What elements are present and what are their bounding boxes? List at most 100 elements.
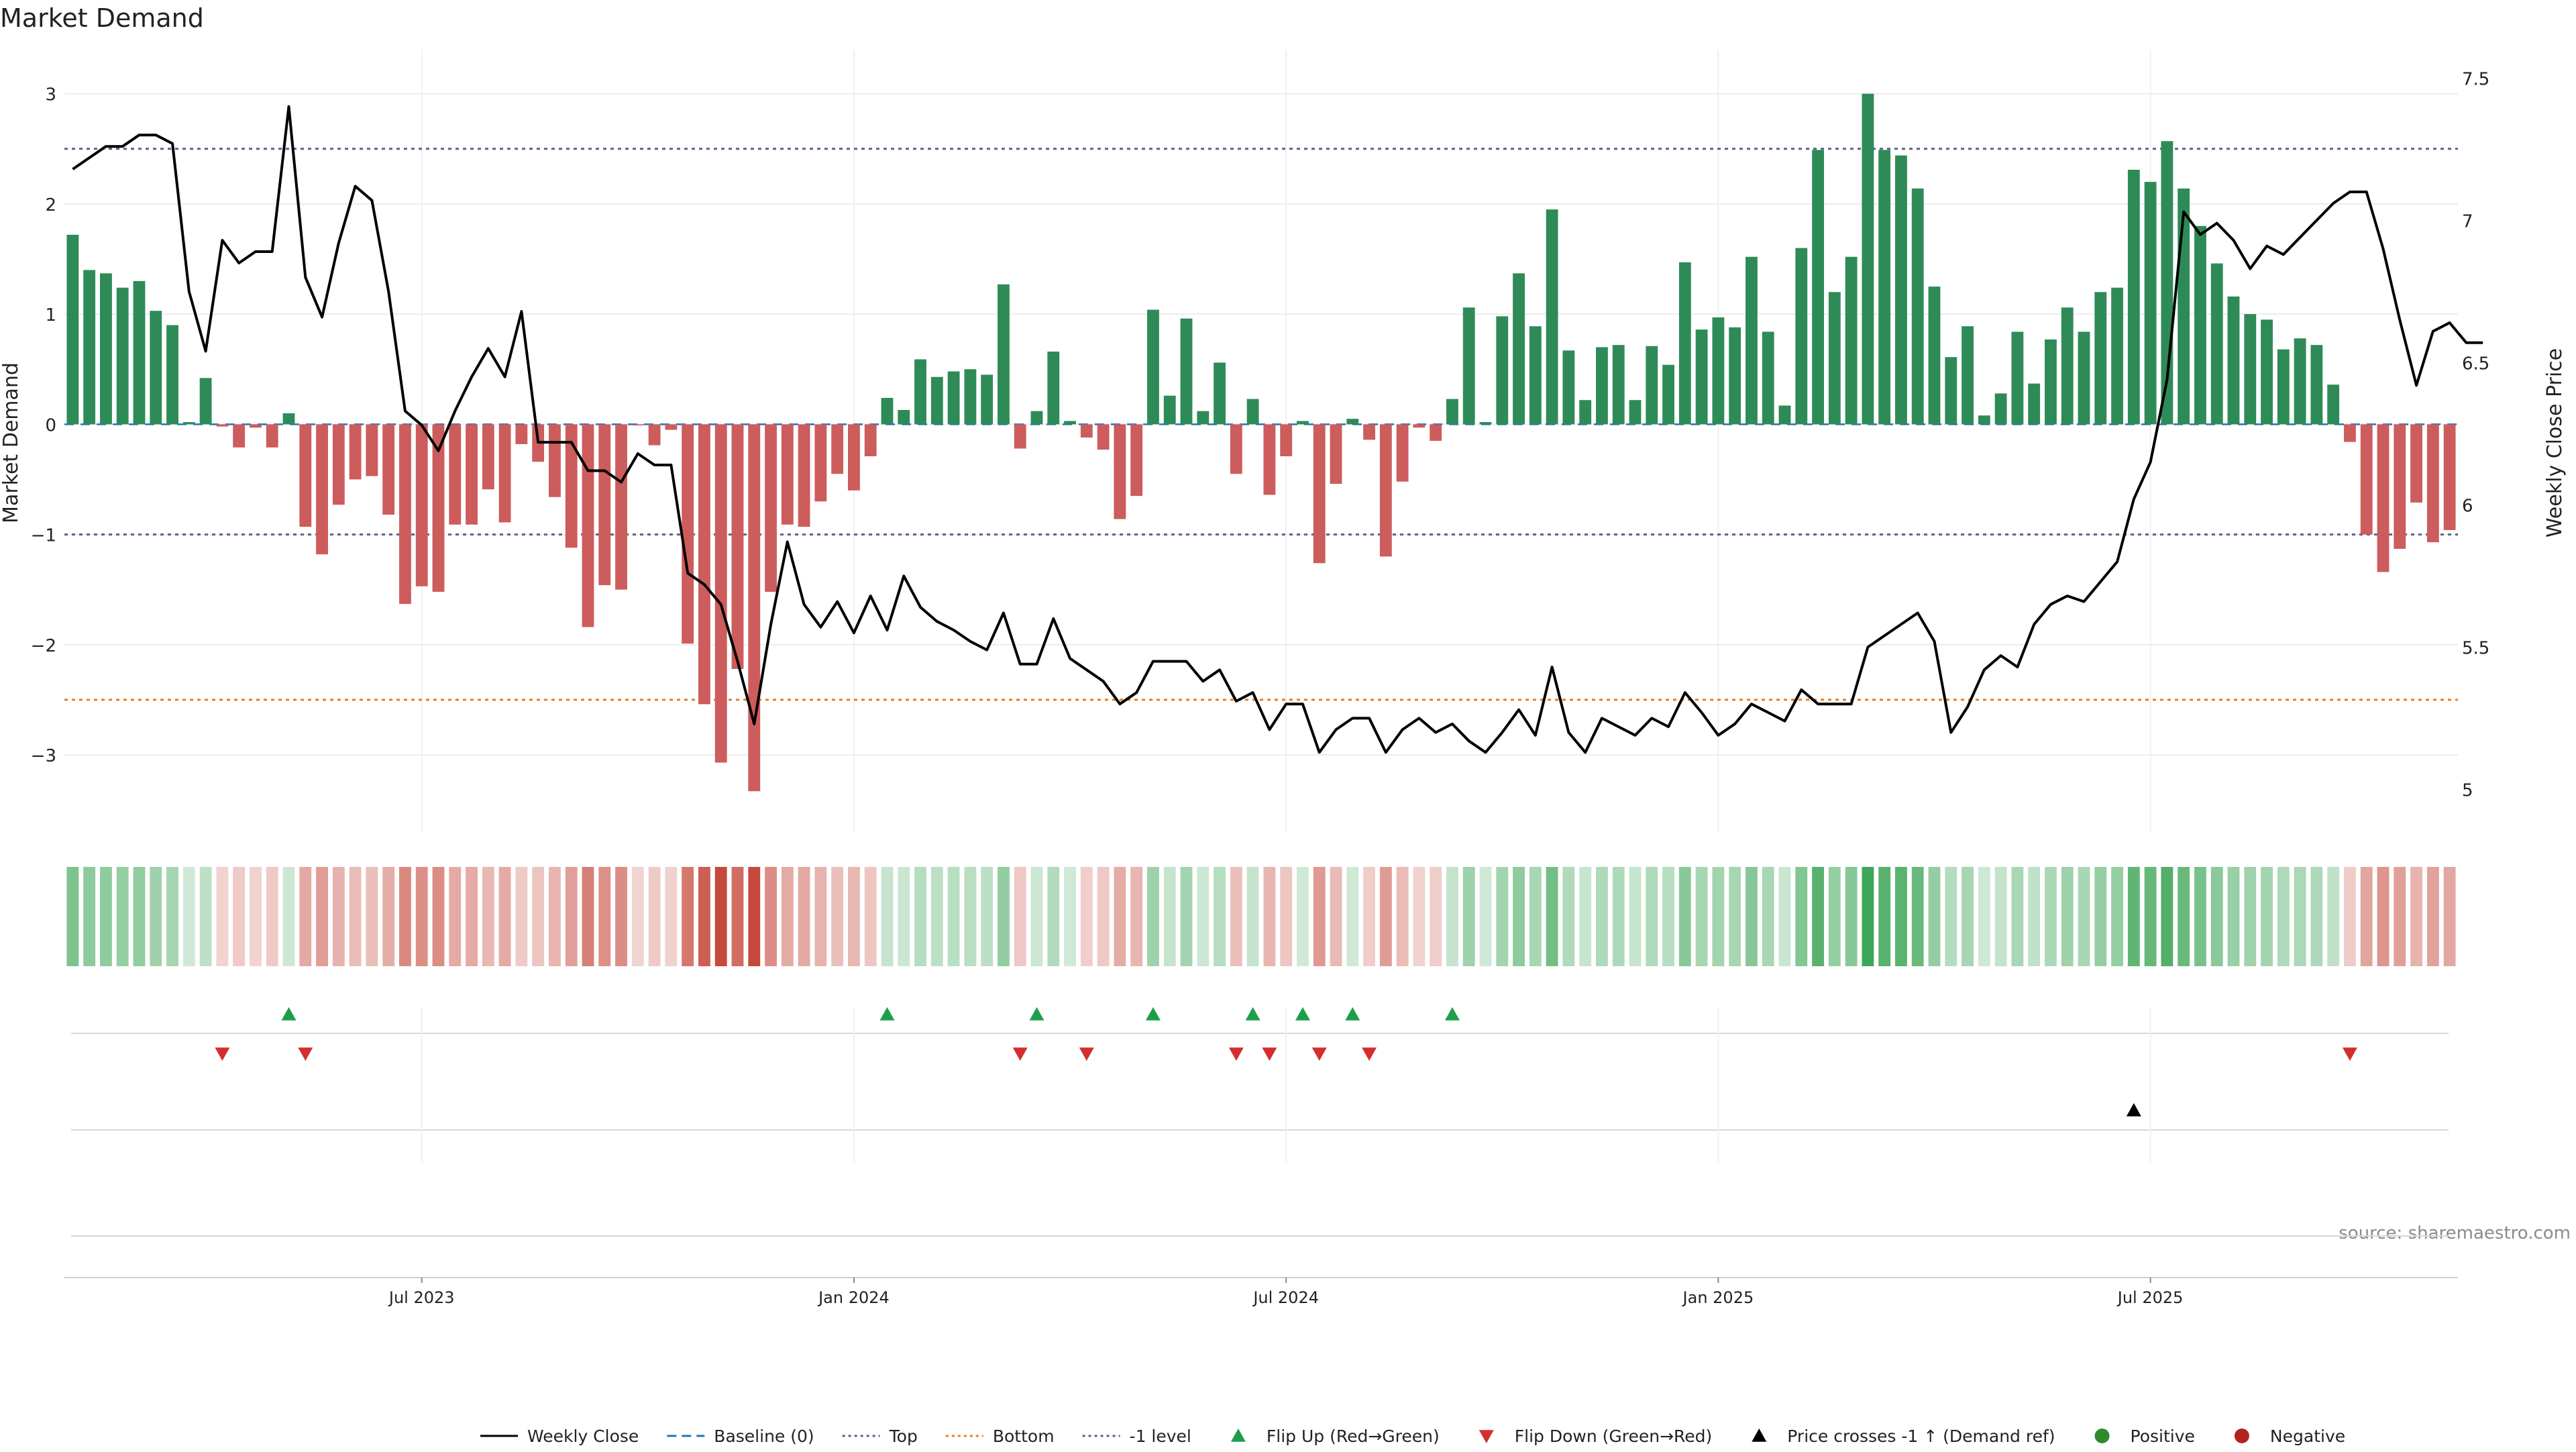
demand-bar (1214, 362, 1226, 425)
demand-bar (1828, 292, 1841, 425)
x-tick-label: Jan 2025 (1682, 1288, 1754, 1307)
demand-bar (1197, 411, 1210, 425)
heat-cell (1646, 867, 1658, 966)
demand-bar (1346, 419, 1359, 425)
demand-bar (299, 424, 312, 527)
demand-bar (1729, 327, 1741, 425)
demand-bar (1812, 150, 1824, 425)
price-line-layer (72, 105, 2483, 754)
demand-bar (1962, 326, 1974, 425)
heat-cell (1828, 867, 1841, 966)
x-tick-label: Jul 2023 (388, 1288, 455, 1307)
heat-cell (2277, 867, 2290, 966)
heat-cell (515, 867, 528, 966)
demand-bar (2244, 314, 2257, 425)
heat-cell (2410, 867, 2422, 966)
y-tick-label: −1 (31, 526, 56, 546)
demand-bar (399, 424, 411, 605)
demand-bar (182, 422, 195, 425)
demand-bar (332, 424, 345, 505)
heat-cell (83, 867, 96, 966)
demand-bar (482, 424, 494, 490)
heat-cell (1513, 867, 1525, 966)
flip-down-marker (2342, 1047, 2357, 1061)
demand-bar (1396, 424, 1409, 482)
heat-cell (998, 867, 1010, 966)
heat-cell (199, 867, 212, 966)
heat-cell (332, 867, 345, 966)
demand-bar (382, 424, 395, 515)
demand-bar (1330, 424, 1342, 484)
y-tick-label: −3 (31, 746, 56, 766)
heat-cell (1147, 867, 1159, 966)
demand-bar (2111, 287, 2123, 425)
heat-cell (1330, 867, 1342, 966)
demand-bar (2426, 424, 2439, 543)
heat-cell (1612, 867, 1625, 966)
demand-bar (1712, 317, 1725, 425)
y-tick-label: 3 (45, 85, 56, 105)
heat-cell (1695, 867, 1708, 966)
heat-cell (748, 867, 761, 966)
heat-cell (1962, 867, 1974, 966)
legend-entry-label: Positive (2131, 1427, 2195, 1446)
y2-tick-label: 7 (2462, 211, 2473, 231)
source-note: source: sharemaestro.com (2339, 1223, 2571, 1243)
heat-cell (266, 867, 278, 966)
legend-entry-label: Baseline (0) (714, 1427, 814, 1446)
demand-bar (765, 424, 777, 592)
heat-cell (549, 867, 561, 966)
heat-cell (1729, 867, 1741, 966)
heat-cell (765, 867, 777, 966)
legend-entry-label: Top (889, 1427, 918, 1446)
heat-cell (914, 867, 926, 966)
demand-bar (1379, 424, 1392, 557)
demand-bar (1878, 150, 1891, 425)
demand-bar (748, 424, 761, 792)
y2-tick-label: 6.5 (2462, 354, 2489, 374)
demand-bar (930, 376, 943, 425)
demand-bar (116, 287, 129, 425)
heat-cell (1080, 867, 1093, 966)
demand-bar (1462, 307, 1475, 425)
heat-cell (1064, 867, 1076, 966)
heat-cell (415, 867, 428, 966)
demand-bar (2294, 338, 2306, 425)
heat-cell (1579, 867, 1592, 966)
demand-bar (1163, 395, 1176, 425)
heat-cell (1762, 867, 1774, 966)
heat-cell (1430, 867, 1442, 966)
x-tick-label: Jul 2025 (2116, 1288, 2184, 1307)
heat-cell (1379, 867, 1392, 966)
heat-cell (981, 867, 994, 966)
heat-cell (2045, 867, 2057, 966)
demand-bar (2377, 424, 2390, 572)
demand-bar (665, 424, 678, 430)
heat-cell (133, 867, 146, 966)
flip-up-marker (1145, 1007, 1161, 1021)
demand-bar (1678, 262, 1691, 425)
demand-bars (66, 93, 2456, 792)
demand-bar (598, 424, 611, 586)
demand-bar (1014, 424, 1026, 449)
demand-bar (798, 424, 810, 527)
demand-bar (2144, 182, 2157, 425)
demand-bar (582, 424, 594, 627)
demand-bar (1662, 364, 1674, 425)
heat-cell (2394, 867, 2406, 966)
flip-up-marker (1245, 1007, 1260, 1021)
x-tick-label: Jan 2024 (817, 1288, 890, 1307)
heat-cell (615, 867, 627, 966)
x-tick-label: Jul 2024 (1252, 1288, 1319, 1307)
heat-cell (2344, 867, 2356, 966)
heat-cell (2426, 867, 2439, 966)
heat-cell (1413, 867, 1426, 966)
demand-bar (1430, 424, 1442, 441)
demand-bar (1030, 411, 1043, 425)
y2-tick-label: 7.5 (2462, 69, 2489, 89)
heat-cell (399, 867, 411, 966)
y-tick-label: −2 (31, 636, 56, 656)
demand-bar (1246, 399, 1259, 425)
demand-bar (166, 325, 178, 425)
legend-swatch (2234, 1429, 2249, 1443)
